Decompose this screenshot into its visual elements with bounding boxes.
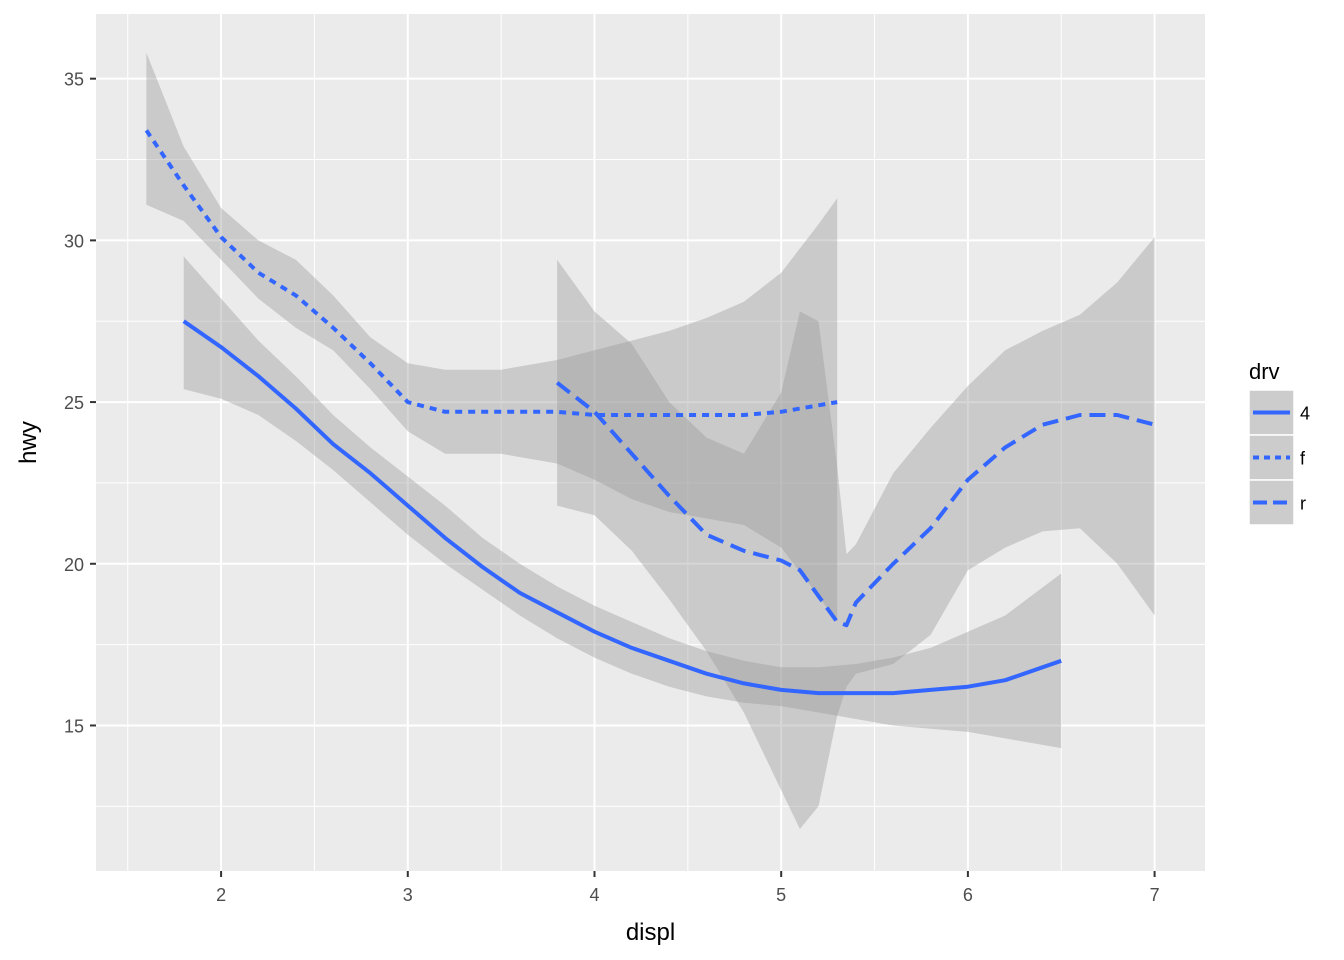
x-tick-label: 6 [963, 885, 973, 905]
line-r [555, 381, 1156, 628]
ribbon-4 [183, 256, 1062, 749]
x-tick-label: 4 [589, 885, 599, 905]
line-f [144, 129, 838, 417]
y-tick-label: 15 [64, 716, 84, 736]
x-tick-label: 5 [776, 885, 786, 905]
smooth-lines [144, 129, 1156, 696]
minor-gridlines [96, 14, 1205, 871]
y-tick-label: 35 [64, 70, 84, 90]
y-axis-title: hwy [15, 421, 42, 464]
x-axis: 2 3 4 5 6 7 [216, 871, 1160, 905]
legend-label-f: f [1300, 449, 1306, 469]
ribbon-f [146, 52, 838, 623]
y-tick-label: 30 [64, 231, 84, 251]
line-4 [182, 319, 1062, 696]
y-tick-label: 25 [64, 393, 84, 413]
ribbon-r [557, 237, 1155, 830]
x-tick-label: 7 [1150, 885, 1160, 905]
confidence-ribbons [146, 52, 1155, 830]
x-tick-label: 2 [216, 885, 226, 905]
legend: drv 4 f r [1248, 359, 1310, 526]
y-tick-label: 20 [64, 555, 84, 575]
legend-label-r: r [1300, 494, 1306, 514]
x-axis-title: displ [626, 919, 675, 946]
x-tick-label: 3 [403, 885, 413, 905]
major-gridlines [96, 14, 1205, 871]
legend-title: drv [1249, 359, 1280, 384]
legend-label-4: 4 [1300, 404, 1310, 424]
y-axis: 15 20 25 30 35 [64, 70, 96, 736]
plot-panel [96, 14, 1205, 871]
